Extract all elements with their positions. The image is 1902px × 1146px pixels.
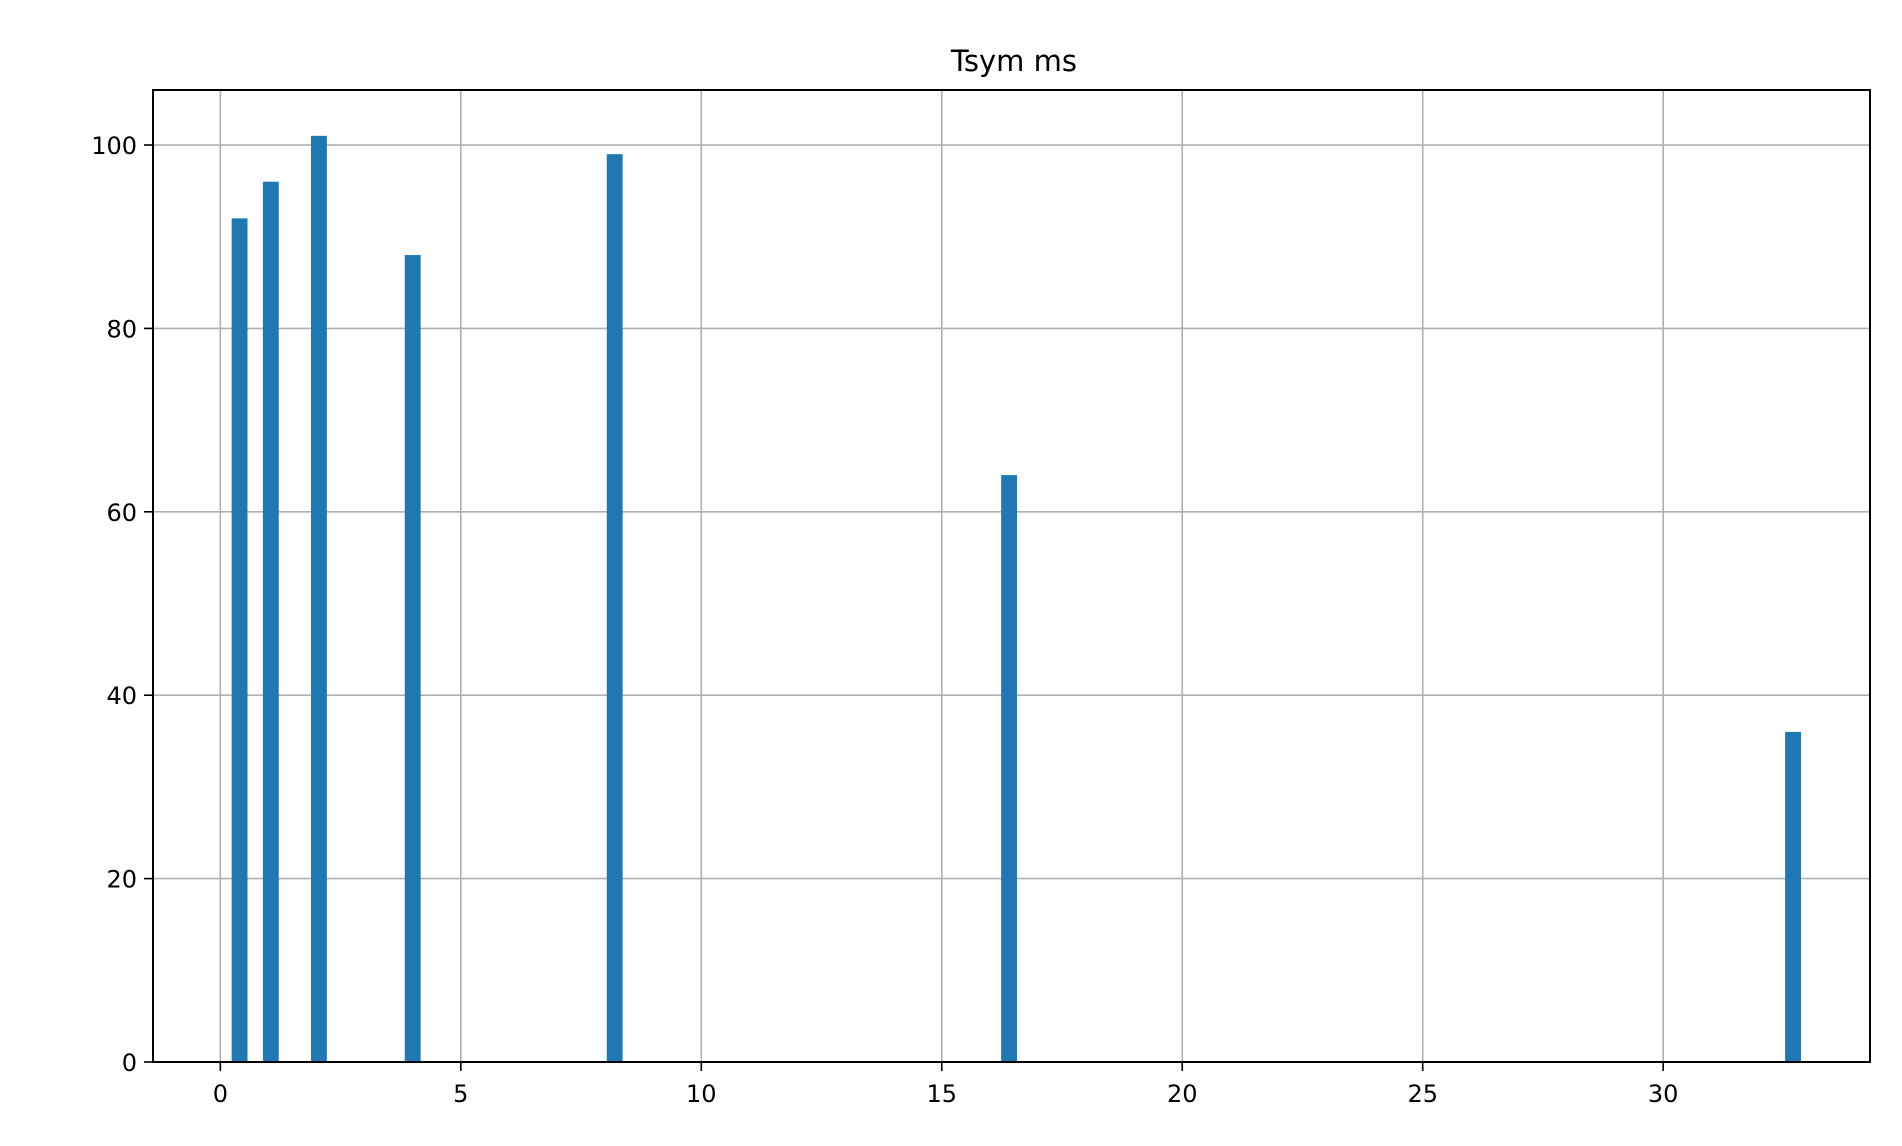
y-tick-label: 0: [122, 1049, 137, 1077]
bar: [262, 181, 279, 1062]
plot-frame: [152, 89, 1871, 1063]
x-tick-label: 5: [453, 1080, 468, 1108]
y-tick-label: 40: [106, 682, 137, 710]
x-axis-ticks: 0 5 10 15 20 25 30: [213, 1062, 1679, 1108]
x-tick-label: 15: [926, 1080, 957, 1108]
x-tick-label: 20: [1167, 1080, 1198, 1108]
bar: [231, 218, 248, 1062]
x-tick-label: 25: [1407, 1080, 1438, 1108]
bar: [310, 135, 327, 1062]
chart-title: Tsym ms: [950, 44, 1077, 78]
x-tick-label: 30: [1648, 1080, 1679, 1108]
bar: [1785, 731, 1801, 1062]
y-tick-label: 60: [106, 499, 137, 527]
y-axis-ticks: 0 20 40 60 80 100: [91, 132, 153, 1077]
bars: [231, 135, 1801, 1063]
y-tick-label: 80: [106, 315, 137, 343]
bar: [606, 154, 623, 1063]
x-tick-label: 10: [686, 1080, 717, 1108]
bar: [1001, 475, 1018, 1062]
y-tick-label: 20: [106, 866, 137, 894]
x-tick-label: 0: [213, 1080, 228, 1108]
y-tick-label: 100: [91, 132, 137, 160]
bar: [404, 255, 421, 1062]
